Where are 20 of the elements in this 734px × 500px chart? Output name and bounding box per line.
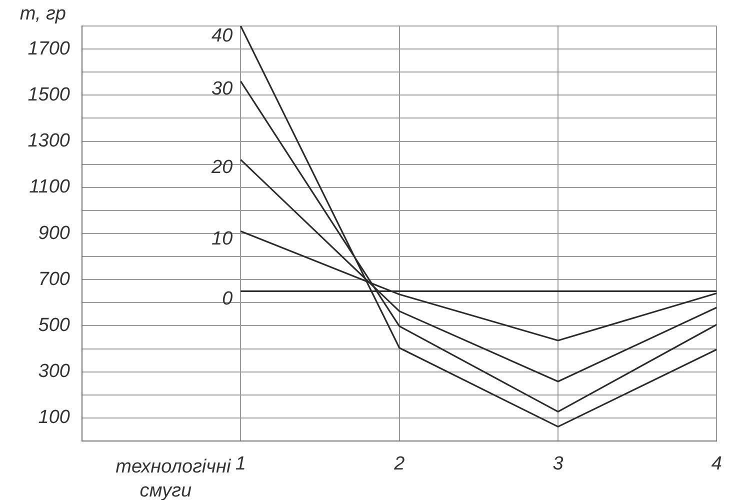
y-tick-label: 300 bbox=[38, 361, 70, 382]
y-tick-label: 1700 bbox=[28, 38, 70, 60]
x-tick-label: 2 bbox=[393, 454, 406, 475]
x-tick-label: 1 bbox=[235, 454, 246, 475]
y-tick-label: 1300 bbox=[28, 130, 70, 152]
y-tick-label: 100 bbox=[38, 407, 70, 428]
y-tick-label: 500 bbox=[38, 315, 70, 336]
series-label: 40 bbox=[212, 25, 234, 46]
y-tick-label: 1500 bbox=[28, 84, 70, 106]
y-tick-label: 1100 bbox=[29, 176, 70, 198]
series-label: 20 bbox=[210, 157, 234, 178]
y-tick-label: 900 bbox=[38, 222, 70, 244]
x-axis-title: технологічні смуги bbox=[116, 456, 232, 500]
x-tick-label: 3 bbox=[552, 454, 564, 475]
x-tick-label: 4 bbox=[711, 454, 722, 475]
series-label: 0 bbox=[222, 288, 234, 310]
y-axis-title: т, гр bbox=[20, 3, 66, 24]
series-label: 30 bbox=[212, 78, 234, 100]
series-label: 10 bbox=[212, 228, 234, 250]
y-tick-label: 700 bbox=[38, 268, 70, 290]
